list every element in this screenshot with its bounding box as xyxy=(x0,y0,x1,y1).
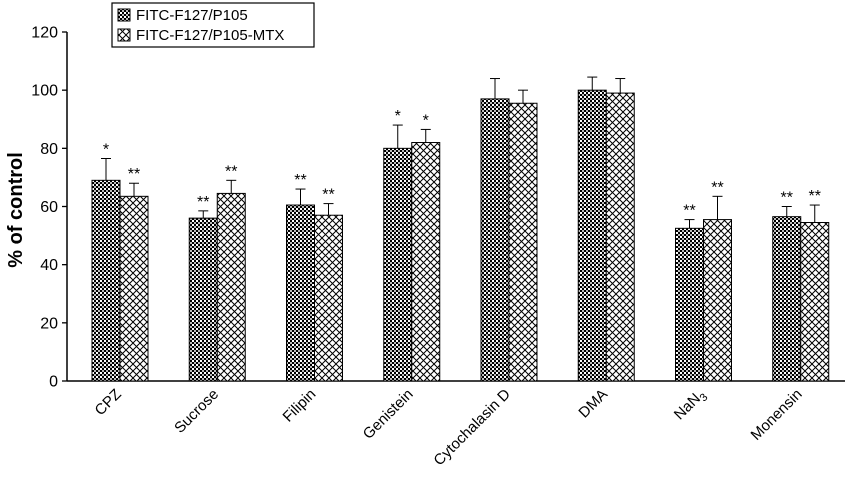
significance-label: ** xyxy=(322,187,334,204)
bar xyxy=(314,214,343,382)
bar xyxy=(286,204,315,382)
significance-label: ** xyxy=(294,172,306,189)
significance-label: * xyxy=(423,112,429,129)
significance-label: ** xyxy=(809,188,821,205)
bar xyxy=(383,147,413,382)
category-labels: CPZ Sucrose Filipin Genistein Cytochalasin D… xyxy=(92,386,806,469)
legend-swatch-series-1 xyxy=(117,8,131,22)
y-tick-label: 20 xyxy=(40,315,58,332)
bar xyxy=(772,216,802,382)
x-tick-label: Filipin xyxy=(280,386,320,426)
significance-label: ** xyxy=(225,163,237,180)
bar xyxy=(91,179,121,382)
significance-label: ** xyxy=(197,194,209,211)
bar xyxy=(605,92,635,382)
bar xyxy=(119,195,149,382)
bars: ************ ******* ** xyxy=(91,76,830,382)
legend: FITC-F127/P105 FITC-F127/P105-MTX xyxy=(111,2,315,48)
bar xyxy=(480,98,510,382)
y-axis-label: % of control xyxy=(5,152,27,268)
significance-label: ** xyxy=(683,203,695,220)
bar xyxy=(800,221,830,382)
bar xyxy=(703,219,732,382)
y-tick-label: 80 xyxy=(40,141,58,158)
significance-label: * xyxy=(103,142,109,159)
x-tick-label: Cytochalasin D xyxy=(430,386,513,469)
y-tick-label: 40 xyxy=(40,257,58,274)
legend-label-series-1: FITC-F127/P105 xyxy=(136,7,248,24)
y-tick-label: 60 xyxy=(40,199,58,216)
x-tick-label: Monensin xyxy=(748,386,806,444)
y-tick-label: 0 xyxy=(49,374,58,391)
x-tick-label: Genistein xyxy=(360,386,417,443)
y-tick-label: 120 xyxy=(31,25,58,42)
legend-box xyxy=(111,2,315,48)
x-tick-label: NaN3 xyxy=(671,386,711,426)
bar xyxy=(577,89,607,382)
significance-label: ** xyxy=(781,190,793,207)
legend-swatch-series-2 xyxy=(117,28,131,42)
legend-label-series-2: FITC-F127/P105-MTX xyxy=(136,27,284,44)
bar xyxy=(411,142,441,382)
x-tick-label: CPZ xyxy=(92,386,125,419)
bar xyxy=(188,217,218,382)
significance-label: ** xyxy=(128,166,140,183)
bar xyxy=(216,192,246,382)
y-tick-label: 100 xyxy=(31,83,58,100)
x-tick-label: DMA xyxy=(575,386,611,422)
bar xyxy=(675,227,704,382)
bar xyxy=(508,102,538,382)
x-tick-label: Sucrose xyxy=(171,386,222,437)
significance-label: * xyxy=(395,108,401,125)
significance-label: ** xyxy=(711,179,723,196)
